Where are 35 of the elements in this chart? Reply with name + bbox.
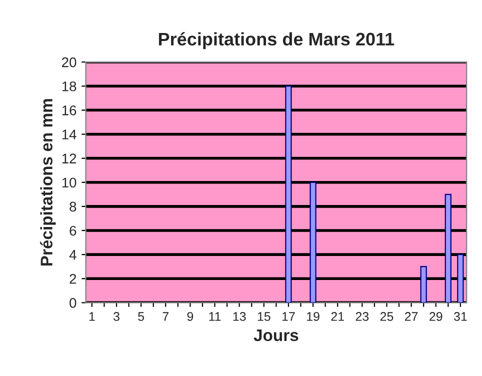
bar	[310, 182, 316, 303]
y-tick-label: 6	[70, 226, 76, 236]
x-tick-label: 21	[331, 312, 344, 321]
y-tick-label: 20	[62, 57, 76, 68]
chart-title: Précipitations de Mars 2011	[158, 32, 394, 50]
y-tick-label: 18	[62, 81, 76, 92]
bar	[444, 194, 452, 303]
x-tick-label: 25	[380, 312, 394, 321]
x-tick-label: 15	[258, 312, 270, 321]
x-tick-label: 19	[307, 312, 320, 321]
x-tick-label: 3	[114, 312, 120, 321]
bar	[457, 254, 464, 303]
x-tick-label: 29	[430, 312, 442, 321]
x-tick-label: 11	[209, 312, 221, 321]
x-tick-label: 27	[404, 312, 418, 321]
y-tick-label: 10	[62, 178, 76, 188]
bar	[285, 86, 292, 303]
y-tick-label: 12	[62, 154, 76, 164]
x-tick-label: 5	[138, 312, 144, 321]
x-tick-label: 1	[89, 312, 95, 321]
x-tick-label: 9	[187, 312, 194, 321]
y-tick-label: 4	[69, 250, 76, 260]
bar	[420, 266, 427, 303]
x-tick-label: 13	[233, 312, 246, 321]
y-tick-label: 0	[70, 298, 76, 308]
x-tick-label: 17	[282, 312, 295, 321]
y-tick-label: 14	[62, 130, 76, 140]
x-tick-label: 31	[454, 312, 467, 321]
y-axis-title: Précipitations en mm	[40, 99, 56, 266]
y-tick-label: 8	[70, 202, 76, 212]
y-tick-label: 2	[70, 274, 76, 284]
x-axis-title: Jours	[254, 330, 298, 342]
x-tick-label: 7	[162, 312, 168, 321]
y-tick-label: 16	[62, 106, 76, 116]
x-tick-label: 23	[356, 312, 369, 321]
